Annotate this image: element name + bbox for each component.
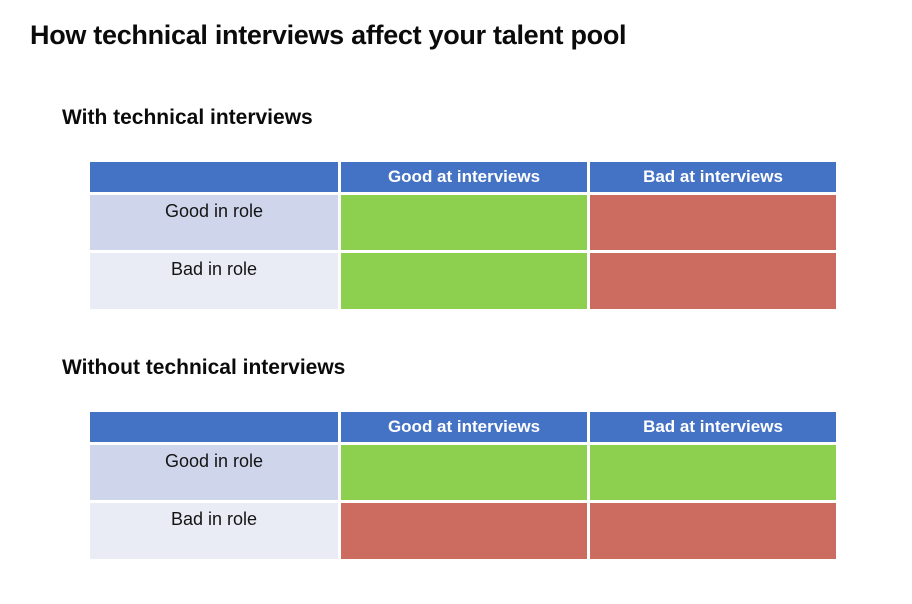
section-heading-without-interviews: Without technical interviews [62, 356, 346, 379]
matrix-table-without-interviews: Good at interviews Bad at interviews Goo… [90, 412, 836, 559]
cell-bad-role-bad-interviews [590, 253, 836, 309]
corner-cell [90, 162, 338, 192]
cell-good-role-bad-interviews [590, 445, 836, 500]
row-label-bad-in-role: Bad in role [90, 503, 338, 559]
cell-good-role-good-interviews [341, 195, 587, 250]
column-header-bad-at-interviews: Bad at interviews [590, 162, 836, 192]
row-label-good-in-role: Good in role [90, 445, 338, 500]
corner-cell [90, 412, 338, 442]
page-title: How technical interviews affect your tal… [30, 20, 627, 50]
column-header-good-at-interviews: Good at interviews [341, 162, 587, 192]
cell-good-role-bad-interviews [590, 195, 836, 250]
column-header-bad-at-interviews: Bad at interviews [590, 412, 836, 442]
cell-bad-role-bad-interviews [590, 503, 836, 559]
cell-bad-role-good-interviews [341, 503, 587, 559]
row-label-bad-in-role: Bad in role [90, 253, 338, 309]
cell-bad-role-good-interviews [341, 253, 587, 309]
section-heading-with-interviews: With technical interviews [62, 106, 313, 129]
column-header-good-at-interviews: Good at interviews [341, 412, 587, 442]
matrix-table-with-interviews: Good at interviews Bad at interviews Goo… [90, 162, 836, 309]
row-label-good-in-role: Good in role [90, 195, 338, 250]
cell-good-role-good-interviews [341, 445, 587, 500]
